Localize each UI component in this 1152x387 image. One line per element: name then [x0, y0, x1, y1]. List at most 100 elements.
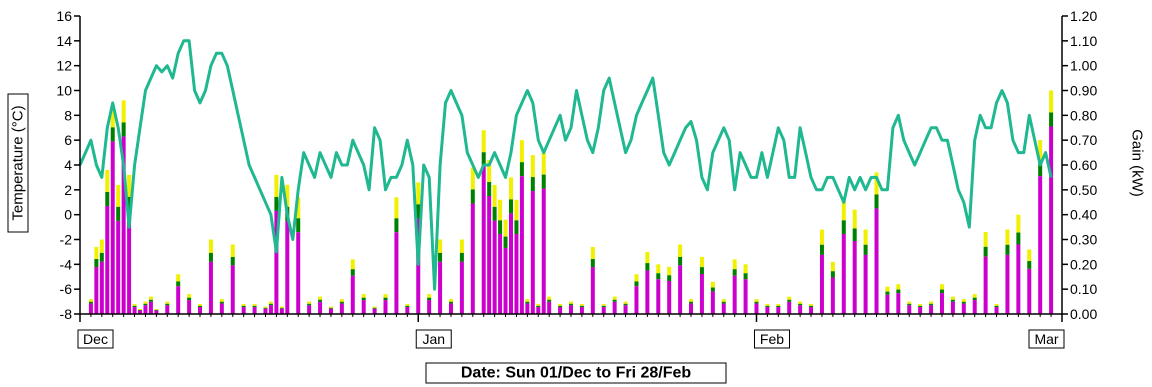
gain-bar-magenta	[94, 267, 99, 314]
gain-bar	[121, 100, 126, 314]
right-axis-tick-label: 1.20	[1070, 8, 1097, 24]
gain-bar-green	[798, 303, 803, 306]
gain-bar-yellow	[318, 296, 323, 300]
gain-bar	[132, 304, 137, 314]
gain-bar	[874, 172, 879, 314]
gain-bar	[219, 299, 224, 314]
gain-bar-magenta	[127, 210, 132, 314]
gain-bar-green	[972, 297, 977, 301]
left-axis-tick-label: 2	[64, 182, 72, 198]
gain-bar-magenta	[536, 307, 541, 314]
gain-bar-green	[656, 273, 661, 280]
gain-bar-green	[536, 305, 541, 308]
gain-bar-magenta	[983, 256, 988, 314]
gain-bar-yellow	[105, 169, 110, 192]
gain-bar-yellow	[230, 244, 235, 257]
gain-bar-yellow	[487, 160, 492, 183]
gain-bar-yellow	[110, 105, 115, 128]
gain-bar-magenta	[296, 232, 301, 314]
right-axis-tick-label: 0.40	[1070, 207, 1097, 223]
gain-bar-magenta	[263, 308, 268, 314]
gain-bar-green	[961, 301, 966, 304]
gain-bar	[841, 199, 846, 314]
gain-bar	[994, 304, 999, 314]
gain-bar-green	[732, 269, 737, 276]
gain-bar-green	[318, 299, 323, 302]
gain-bar-magenta	[863, 254, 868, 314]
gain-bar-yellow	[519, 140, 524, 163]
gain-bar-yellow	[383, 294, 388, 298]
gain-bar	[252, 304, 257, 314]
gain-bar-green	[863, 244, 868, 255]
gain-bar-yellow	[950, 296, 955, 300]
gain-bar-green	[110, 127, 115, 142]
gain-bar-green	[383, 297, 388, 301]
gain-bar-green	[148, 299, 153, 302]
gain-bar	[176, 274, 181, 314]
gain-bar	[481, 130, 486, 314]
gain-bar-green	[405, 305, 410, 308]
x-axis-tick-label: Feb	[760, 331, 784, 347]
gain-bar	[852, 209, 857, 314]
gain-bar-green	[492, 206, 497, 221]
gain-bar-green	[143, 303, 148, 306]
gain-bar-magenta	[612, 301, 617, 314]
gain-bar	[525, 299, 530, 314]
gain-bar-green	[470, 189, 475, 204]
gain-bar-yellow	[1016, 214, 1021, 233]
gain-bar-green	[1038, 162, 1043, 177]
gain-bar	[427, 294, 432, 314]
gain-bar-yellow	[841, 199, 846, 221]
gain-bar-green	[481, 152, 486, 167]
gain-bar-magenta	[525, 303, 530, 314]
gain-bar-green	[514, 220, 519, 235]
gain-bar-yellow	[208, 239, 213, 253]
gain-bar-green	[874, 194, 879, 209]
gain-bar-yellow	[165, 301, 170, 304]
gain-bar-green	[547, 299, 552, 302]
gain-bar	[918, 304, 923, 314]
gain-bar-magenta	[994, 307, 999, 314]
gain-bar-green	[809, 305, 814, 308]
gain-bar	[743, 264, 748, 314]
gain-bar-green	[885, 291, 890, 295]
gain-bar-yellow	[601, 304, 606, 306]
right-axis-tick-label: 1.10	[1070, 33, 1097, 49]
gain-bar-magenta	[809, 307, 814, 314]
gain-bar-green	[590, 259, 595, 268]
gain-bar-green	[939, 289, 944, 294]
gain-bar-green	[279, 307, 284, 309]
gain-bar-yellow	[361, 294, 366, 298]
gain-bar-magenta	[110, 141, 115, 314]
gain-bar-magenta	[710, 291, 715, 314]
gain-bar-magenta	[798, 305, 803, 314]
gain-bar-magenta	[623, 305, 628, 314]
gain-bar-magenta	[634, 286, 639, 314]
gain-bar-yellow	[427, 294, 432, 298]
gain-bar	[394, 197, 399, 314]
gain-bar-green	[241, 305, 246, 308]
gain-bar-magenta	[487, 196, 492, 314]
gain-bar-magenta	[590, 267, 595, 314]
gain-bar-yellow	[470, 167, 475, 190]
gain-bar	[143, 301, 148, 314]
gain-bar-green	[154, 309, 159, 311]
gain-bar-green	[721, 301, 726, 304]
gain-bar-magenta	[88, 303, 93, 314]
gain-bar-yellow	[394, 197, 399, 219]
gain-bar-magenta	[252, 307, 257, 314]
right-axis-tick-label: 0.00	[1070, 306, 1097, 322]
gain-bar	[819, 229, 824, 314]
gain-bar	[165, 301, 170, 314]
gain-bar-green	[787, 299, 792, 302]
gain-bar-yellow	[579, 304, 584, 306]
gain-bar	[798, 301, 803, 314]
left-axis-tick-label: 0	[64, 207, 72, 223]
gain-bar-yellow	[154, 309, 159, 310]
gain-bar-magenta	[896, 293, 901, 314]
gain-bar-green	[121, 122, 126, 137]
gain-bar	[612, 296, 617, 314]
gain-bar	[754, 299, 759, 314]
gain-bar-magenta	[459, 261, 464, 314]
gain-bar-magenta	[907, 305, 912, 314]
